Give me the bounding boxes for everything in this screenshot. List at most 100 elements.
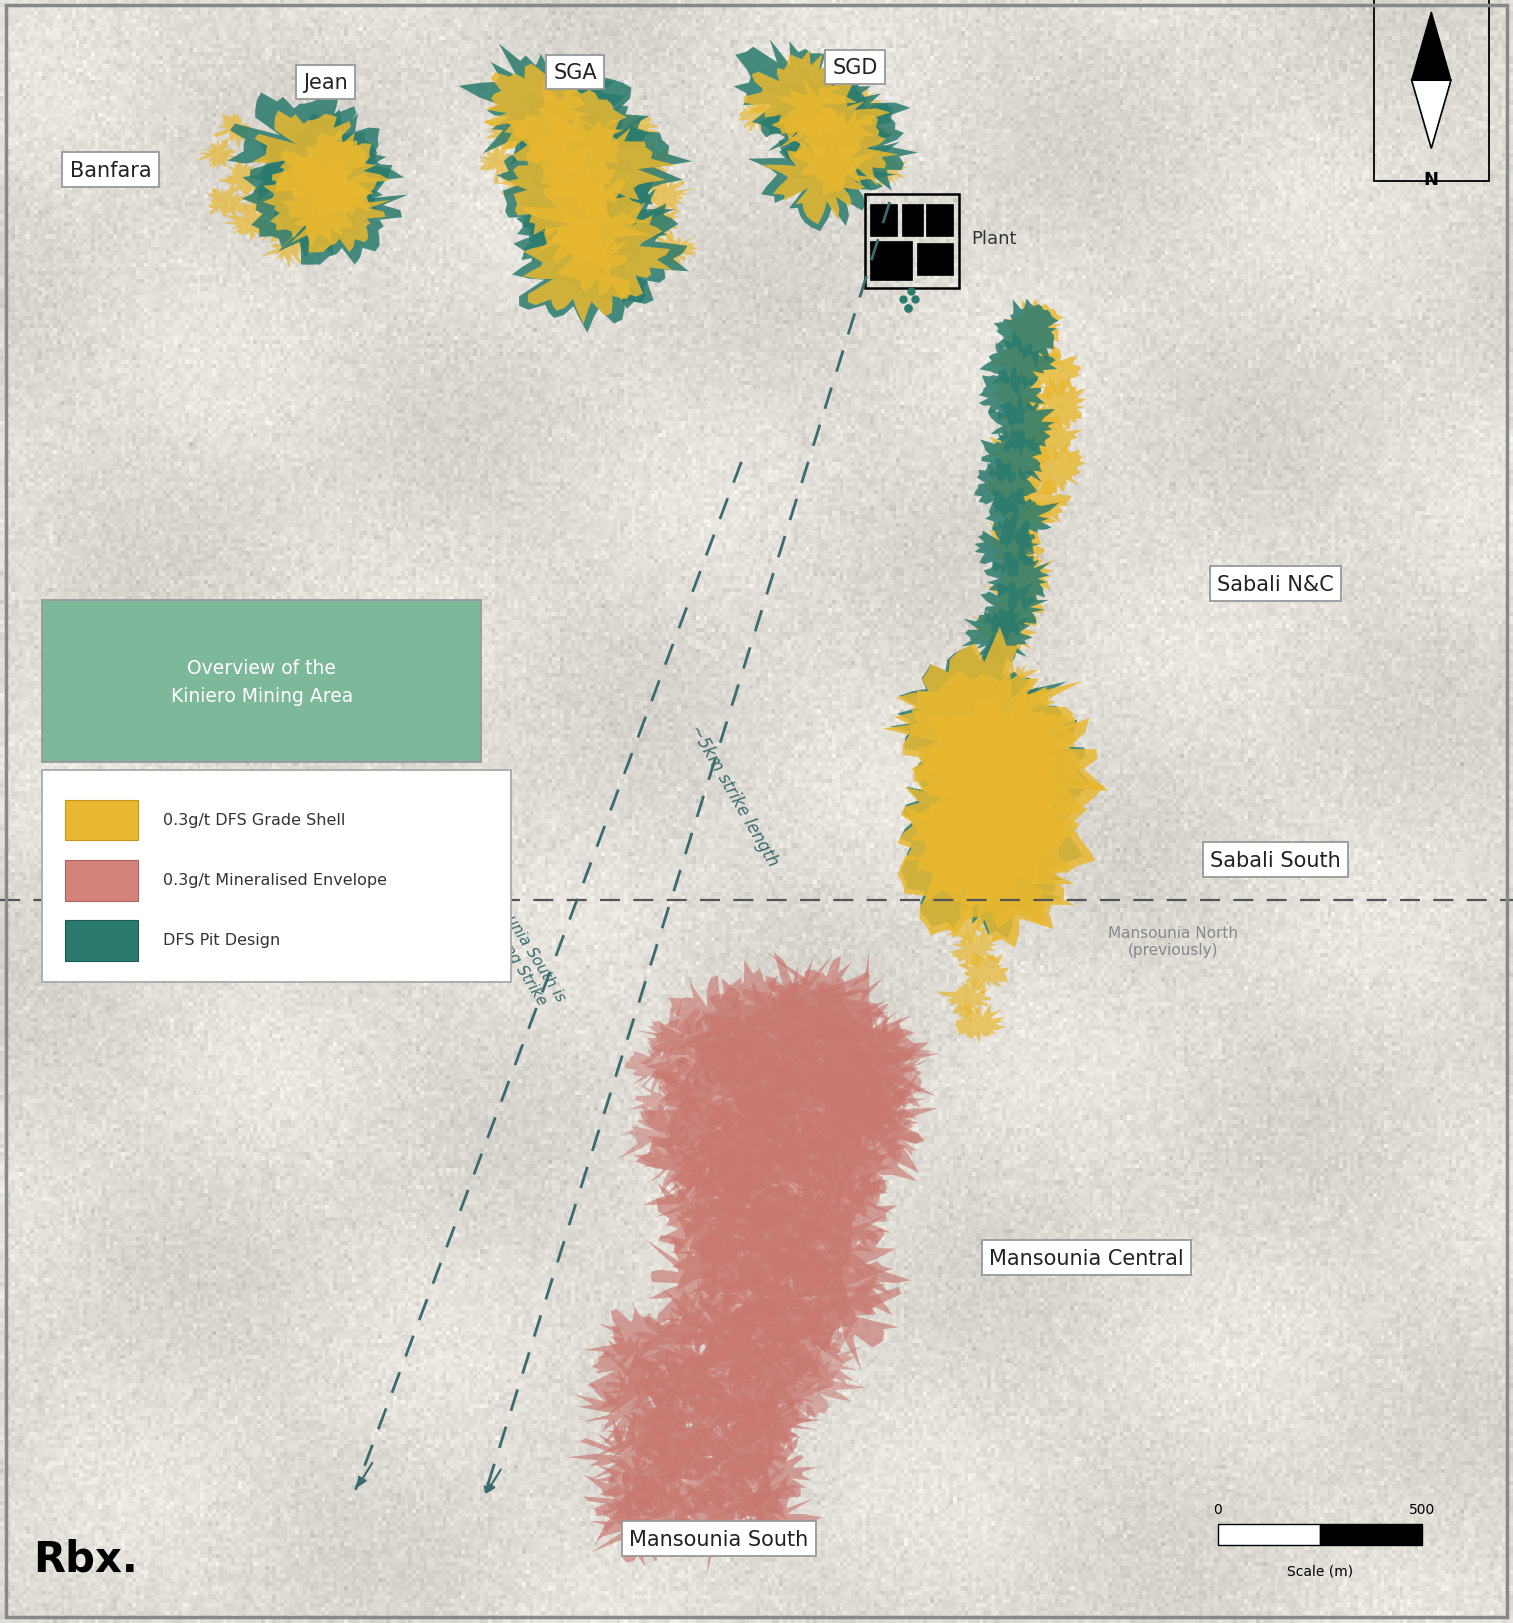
Polygon shape <box>894 626 1082 808</box>
Polygon shape <box>705 1453 800 1535</box>
Text: Mansounia South is
Open along Strike: Mansounia South is Open along Strike <box>461 870 567 1013</box>
Polygon shape <box>946 651 996 698</box>
Polygon shape <box>1003 299 1064 360</box>
Polygon shape <box>632 1130 720 1195</box>
Polygon shape <box>221 204 266 243</box>
Polygon shape <box>626 1381 729 1475</box>
Polygon shape <box>971 609 1038 659</box>
Polygon shape <box>587 1326 670 1407</box>
Polygon shape <box>584 1451 679 1547</box>
Polygon shape <box>865 151 909 187</box>
Polygon shape <box>775 1014 912 1131</box>
Polygon shape <box>242 182 289 219</box>
Polygon shape <box>590 1397 699 1475</box>
Polygon shape <box>990 428 1049 476</box>
Polygon shape <box>993 545 1056 607</box>
FancyBboxPatch shape <box>42 771 511 982</box>
Polygon shape <box>250 110 404 229</box>
Polygon shape <box>994 300 1059 370</box>
Polygon shape <box>685 1146 822 1233</box>
Polygon shape <box>1003 687 1056 730</box>
Polygon shape <box>726 1144 852 1259</box>
Polygon shape <box>720 1083 843 1183</box>
Polygon shape <box>728 1109 855 1203</box>
Polygon shape <box>688 1404 788 1487</box>
Polygon shape <box>941 906 994 948</box>
Polygon shape <box>675 1389 760 1466</box>
Polygon shape <box>696 1261 802 1352</box>
Text: 0: 0 <box>1213 1501 1223 1516</box>
Polygon shape <box>902 802 1062 940</box>
Polygon shape <box>654 1027 785 1133</box>
Polygon shape <box>507 144 619 252</box>
Polygon shape <box>764 1089 888 1195</box>
Polygon shape <box>923 696 1094 839</box>
Polygon shape <box>890 674 1065 813</box>
Polygon shape <box>635 1121 761 1220</box>
Polygon shape <box>265 154 409 266</box>
Polygon shape <box>654 1438 761 1516</box>
Polygon shape <box>811 1013 941 1121</box>
Polygon shape <box>775 96 918 204</box>
Polygon shape <box>281 170 390 253</box>
FancyBboxPatch shape <box>42 601 481 763</box>
Polygon shape <box>598 1352 681 1422</box>
Polygon shape <box>737 101 776 133</box>
Polygon shape <box>988 390 1055 459</box>
Polygon shape <box>788 109 899 198</box>
Polygon shape <box>699 1303 820 1388</box>
Text: Mansounia North
(previously): Mansounia North (previously) <box>1108 925 1238 958</box>
Bar <box>65 920 138 961</box>
Polygon shape <box>738 1060 852 1164</box>
Polygon shape <box>761 141 881 226</box>
Polygon shape <box>687 1083 822 1183</box>
Polygon shape <box>990 362 1045 414</box>
Polygon shape <box>458 44 625 166</box>
Polygon shape <box>741 953 868 1070</box>
Polygon shape <box>722 980 838 1084</box>
Polygon shape <box>690 1183 812 1294</box>
Polygon shape <box>728 1396 826 1462</box>
Polygon shape <box>920 774 1082 919</box>
Polygon shape <box>897 799 1074 948</box>
Polygon shape <box>979 367 1045 427</box>
Polygon shape <box>242 133 383 260</box>
Text: 0.3g/t Mineralised Envelope: 0.3g/t Mineralised Envelope <box>163 873 387 888</box>
Polygon shape <box>649 232 699 273</box>
Polygon shape <box>534 114 675 226</box>
Polygon shape <box>632 1308 729 1388</box>
Polygon shape <box>788 1324 862 1394</box>
Polygon shape <box>492 170 540 204</box>
Text: SGA: SGA <box>554 63 596 83</box>
Polygon shape <box>909 722 1104 885</box>
Polygon shape <box>592 1483 676 1566</box>
Polygon shape <box>687 1303 790 1389</box>
Polygon shape <box>622 1435 719 1516</box>
Polygon shape <box>846 86 882 122</box>
Polygon shape <box>254 211 300 247</box>
Polygon shape <box>227 94 377 203</box>
Polygon shape <box>726 1120 841 1233</box>
Polygon shape <box>704 1397 797 1498</box>
Polygon shape <box>640 1060 769 1159</box>
Polygon shape <box>805 951 915 1099</box>
Polygon shape <box>729 1274 835 1381</box>
Polygon shape <box>195 138 239 172</box>
Polygon shape <box>747 128 900 232</box>
Text: Sabali South: Sabali South <box>1210 850 1341 870</box>
Polygon shape <box>622 138 675 180</box>
Polygon shape <box>666 1475 772 1576</box>
Polygon shape <box>218 157 260 196</box>
Polygon shape <box>573 1368 682 1446</box>
Polygon shape <box>657 1180 767 1274</box>
Polygon shape <box>206 185 248 219</box>
Polygon shape <box>740 990 865 1100</box>
Bar <box>917 243 953 276</box>
Bar <box>65 800 138 841</box>
Polygon shape <box>850 120 899 154</box>
Polygon shape <box>921 876 980 922</box>
Polygon shape <box>525 101 691 234</box>
Polygon shape <box>542 177 688 310</box>
Polygon shape <box>734 1389 817 1462</box>
Polygon shape <box>272 130 390 219</box>
